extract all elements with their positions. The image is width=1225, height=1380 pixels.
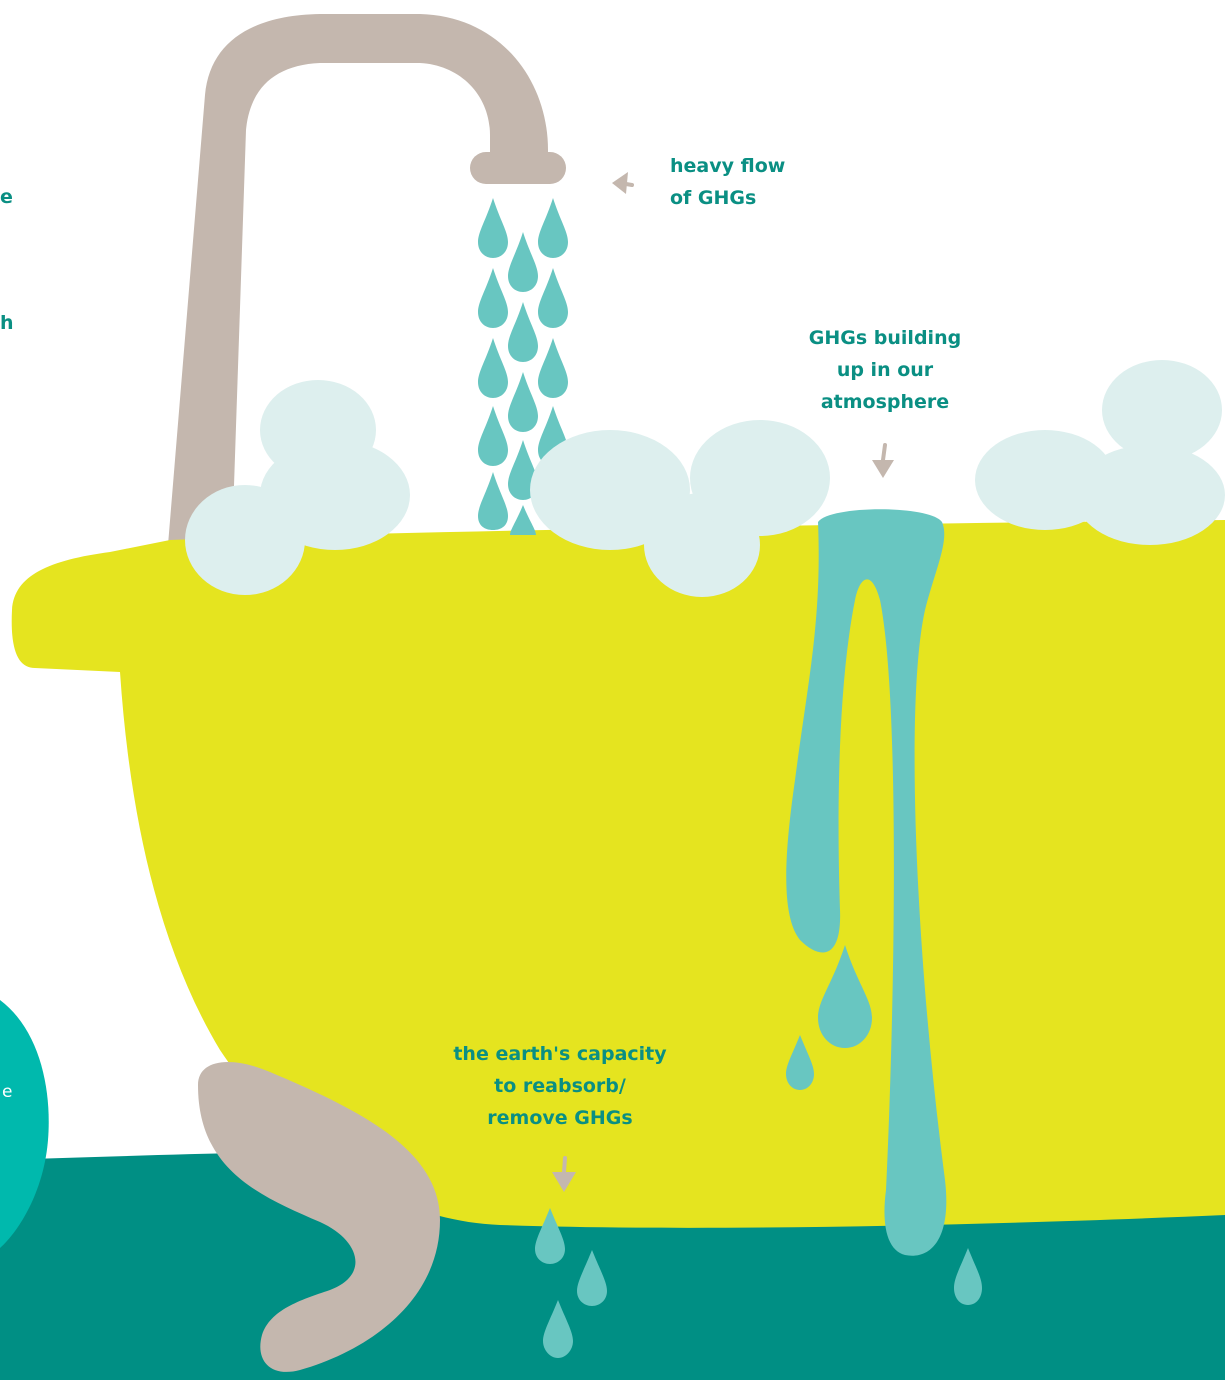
water-drop-icon: [538, 338, 568, 398]
water-drop-icon: [577, 1250, 607, 1306]
reabsorb-drops: [535, 1208, 607, 1358]
water-drop-icon: [478, 406, 508, 466]
water-drop-icon: [538, 268, 568, 328]
water-drop-icon: [510, 505, 536, 535]
bubble-icon: [1102, 360, 1222, 460]
water-drop-icon: [508, 302, 538, 362]
bubble-icon: [185, 485, 305, 595]
water-drop-icon: [543, 1300, 573, 1358]
water-drop-icon: [818, 945, 872, 1048]
overflow-drops: [786, 945, 982, 1305]
faucet-icon: [168, 14, 548, 545]
water-drop-icon: [478, 472, 508, 530]
water-drop-icon: [478, 338, 508, 398]
water-drop-icon: [535, 1208, 565, 1264]
arrow-icon: [612, 172, 634, 194]
tub-foot: [198, 1062, 440, 1372]
arrows: [552, 172, 894, 1192]
bubble-icon: [690, 420, 830, 536]
faucet-spout: [470, 152, 566, 184]
label-heavy-flow: heavy flow of GHGs: [670, 155, 786, 209]
bubble-icon: [1075, 445, 1225, 545]
side-panel: [0, 1000, 49, 1248]
arrow-icon: [872, 443, 894, 478]
bubbles: [185, 360, 1225, 597]
water-drop-icon: [508, 232, 538, 292]
label-ghgs-building-up: GHGs building up in our atmosphere: [808, 327, 962, 413]
side-panel-text-fragment: e: [2, 1082, 13, 1102]
arrow-icon: [552, 1156, 576, 1192]
left-text-fragment: h: [0, 312, 14, 334]
water-drop-icon: [478, 198, 508, 258]
bubble-icon: [530, 430, 690, 550]
water-drop-icon: [954, 1248, 982, 1305]
water-drop-icon: [478, 268, 508, 328]
water-drop-icon: [786, 1035, 814, 1090]
water-drop-icon: [508, 372, 538, 432]
label-earth-capacity: the earth's capacity to reabsorb/ remove…: [453, 1043, 667, 1129]
left-text-fragment: e: [0, 186, 13, 208]
water-drop-icon: [538, 198, 568, 258]
ghg-overflow: [786, 509, 947, 1256]
